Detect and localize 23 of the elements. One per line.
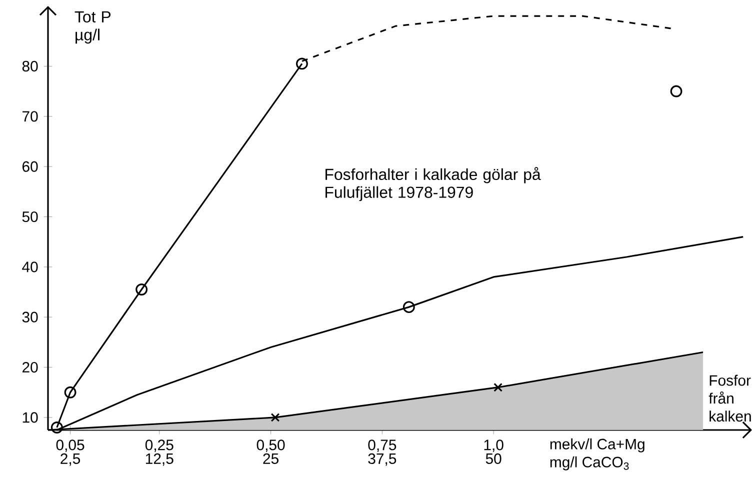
y-tick-label: 30: [22, 312, 38, 322]
y-tick-label: 70: [22, 111, 38, 122]
x-tick-label: 0,75: [368, 440, 396, 452]
x2-axis-title: mg/l CaCO$_{3}$: [550, 456, 629, 470]
x2-tick-label: 25: [263, 453, 278, 464]
y-tick-label: 50: [22, 211, 38, 222]
y-tick-label: 80: [22, 60, 38, 72]
x-tick-label: 0,05: [56, 440, 84, 452]
x-tick-label: 1,0: [484, 440, 504, 452]
y-tick-label: 20: [22, 362, 38, 373]
x-tick-label: 0,50: [256, 440, 285, 452]
x2-tick-label: 37,5: [368, 453, 396, 466]
x2-tick-label: 2,5: [60, 453, 80, 466]
y-axis-title: Tot P µg/l: [74, 11, 111, 44]
y-tick-label: 60: [22, 161, 38, 172]
y-tick-label: 40: [22, 262, 38, 272]
y-tick-label: 10: [22, 412, 38, 423]
x-axis-title: mekv/l Ca+Mg: [550, 438, 644, 452]
text: Fosforhalter i kalkade gölar på Fulufjället 1978-1979: [326, 167, 541, 202]
annotation: Fosfor från kalken: [708, 374, 751, 422]
x2-tick-label: 12,5: [146, 453, 174, 466]
x-tick-label: 0,25: [145, 440, 174, 452]
x2-tick-label: 50: [486, 453, 502, 464]
